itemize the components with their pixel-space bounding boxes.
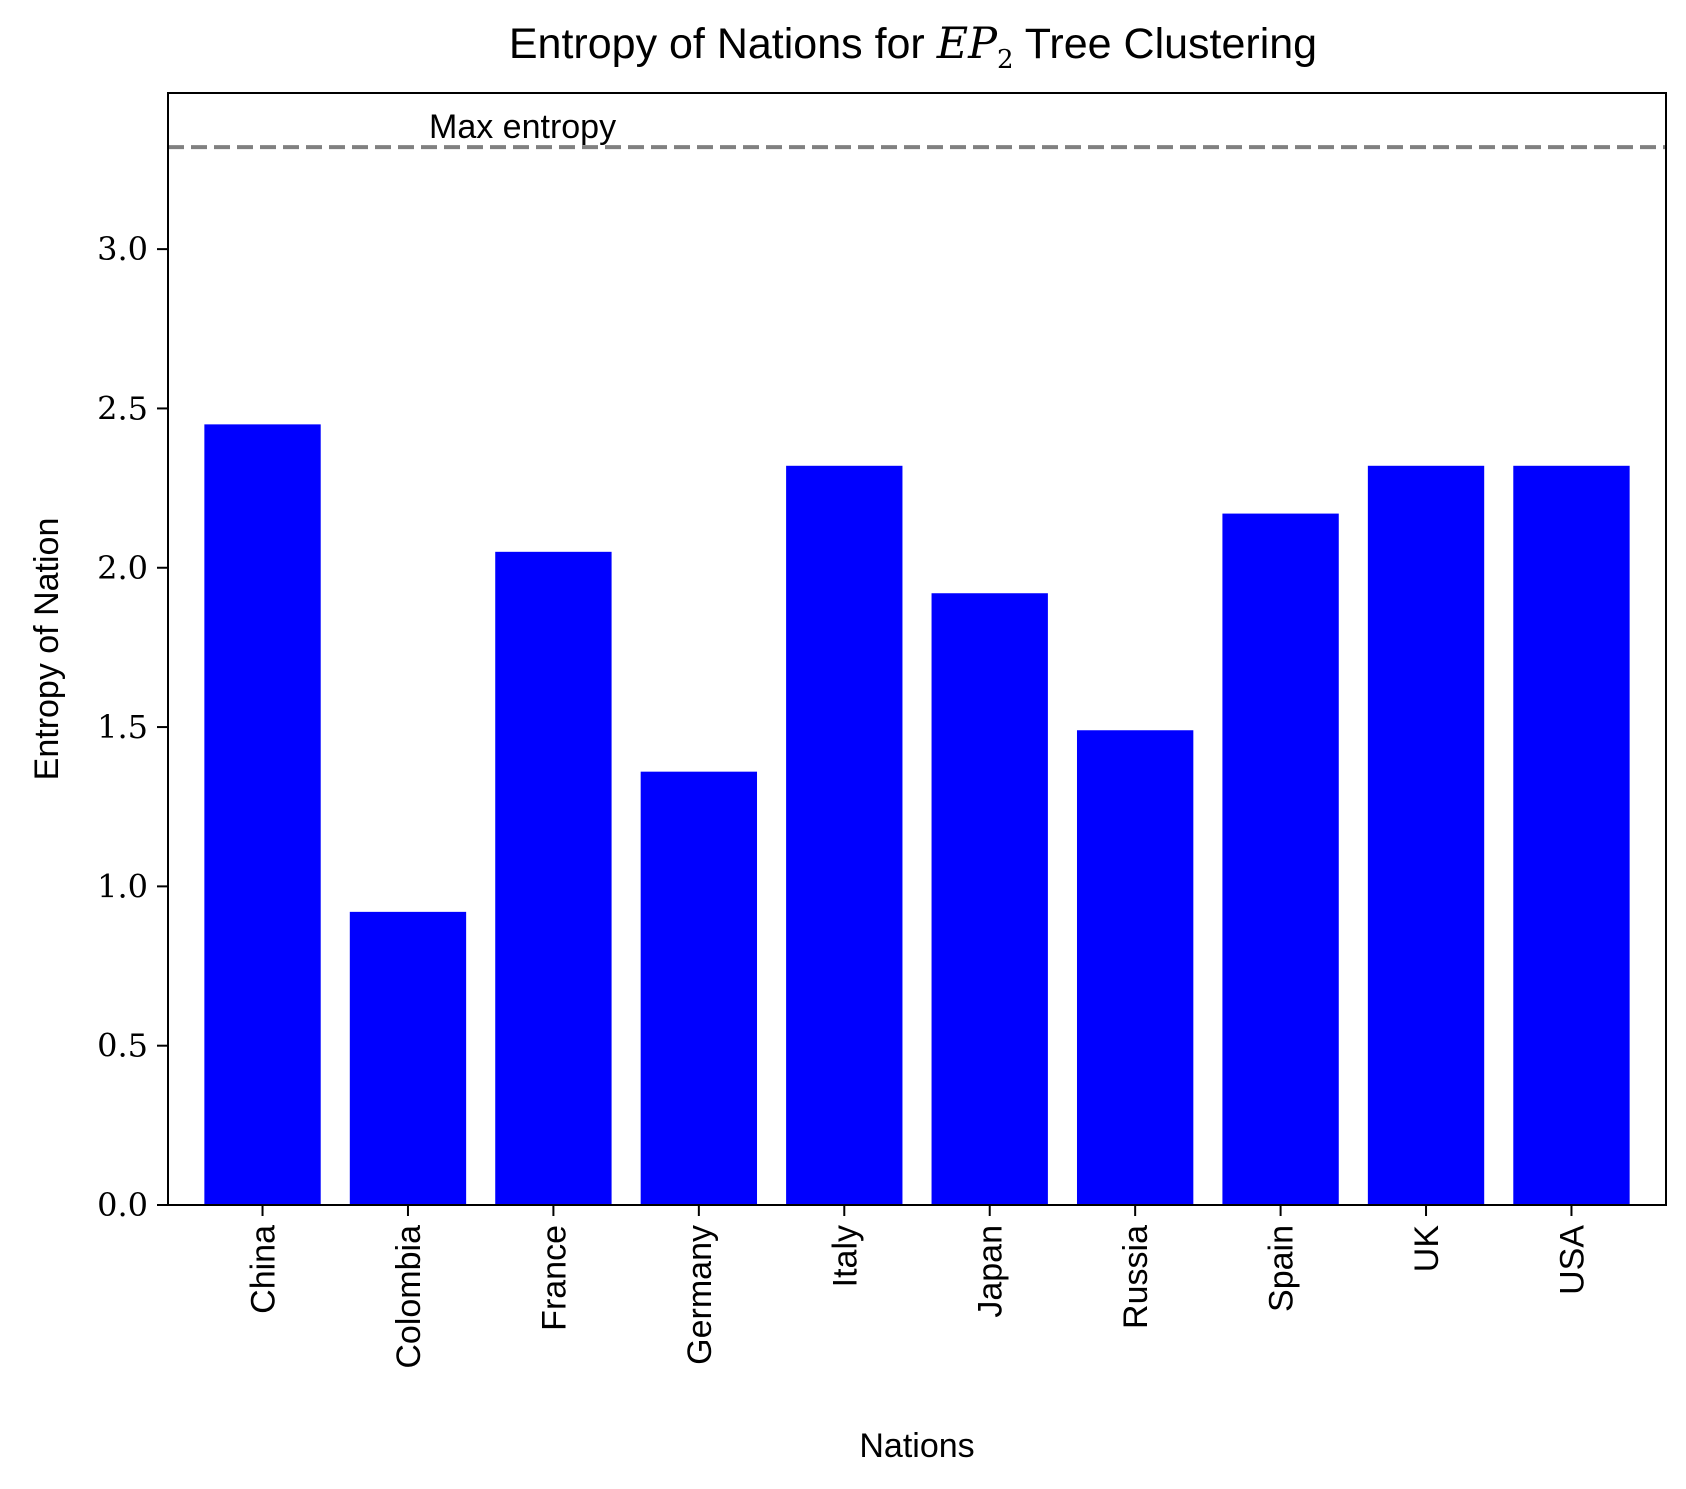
y-axis: 0.0 0.5 1.0 1.5 2.0 2.5 3.0 bbox=[97, 230, 168, 1224]
x-tick-label-china: China bbox=[245, 1225, 283, 1314]
chart-title-prefix: Entropy of Nations for bbox=[509, 20, 937, 68]
bar-germany bbox=[640, 771, 758, 1205]
y-tick-label: 0.5 bbox=[97, 1027, 148, 1065]
x-tick-label-russia: Russia bbox=[1117, 1225, 1155, 1329]
max-entropy-label: Max entropy bbox=[429, 108, 616, 146]
reference-line-group: Max entropy bbox=[168, 108, 1666, 150]
chart-title-math: EP bbox=[936, 19, 998, 69]
x-axis: China Colombia France Germany Italy Japan Russ… bbox=[245, 1205, 1591, 1369]
x-tick-label-usa: USA bbox=[1553, 1225, 1591, 1295]
x-tick-label-japan: Japan bbox=[972, 1225, 1010, 1318]
bar-usa bbox=[1513, 465, 1630, 1205]
plot-frame bbox=[167, 92, 1667, 1206]
x-tick-label-italy: Italy bbox=[826, 1225, 864, 1287]
y-tick-label: 3.0 bbox=[97, 230, 148, 268]
bar-russia bbox=[1076, 730, 1194, 1205]
y-tick-label: 1.5 bbox=[97, 708, 148, 746]
chart-title-math-subscript: 2 bbox=[997, 45, 1014, 75]
bar-china bbox=[204, 424, 321, 1205]
y-axis-label: Entropy of Nation bbox=[28, 518, 66, 781]
x-tick-label-france: France bbox=[535, 1225, 573, 1331]
chart-title-suffix: Tree Clustering bbox=[1014, 20, 1318, 68]
x-tick-label-uk: UK bbox=[1408, 1225, 1446, 1273]
x-tick-label-germany: Germany bbox=[681, 1225, 719, 1365]
bar-colombia bbox=[349, 911, 467, 1205]
x-axis-label: Nations bbox=[859, 1427, 974, 1465]
x-tick-label-colombia: Colombia bbox=[390, 1225, 428, 1369]
bar-uk bbox=[1367, 465, 1485, 1205]
bar-japan bbox=[931, 593, 1048, 1205]
y-tick-label: 1.0 bbox=[97, 867, 148, 905]
bars-group bbox=[204, 424, 1630, 1205]
bar-italy bbox=[786, 465, 903, 1205]
y-tick-label: 2.0 bbox=[97, 549, 148, 587]
bar-spain bbox=[1222, 513, 1339, 1205]
y-tick-label: 0.0 bbox=[97, 1186, 148, 1224]
x-tick-label-spain: Spain bbox=[1263, 1225, 1301, 1312]
bar-france bbox=[495, 551, 612, 1205]
chart-title: Entropy of Nations for EP2 Tree Clusteri… bbox=[509, 19, 1317, 75]
y-tick-label: 2.5 bbox=[97, 389, 148, 427]
